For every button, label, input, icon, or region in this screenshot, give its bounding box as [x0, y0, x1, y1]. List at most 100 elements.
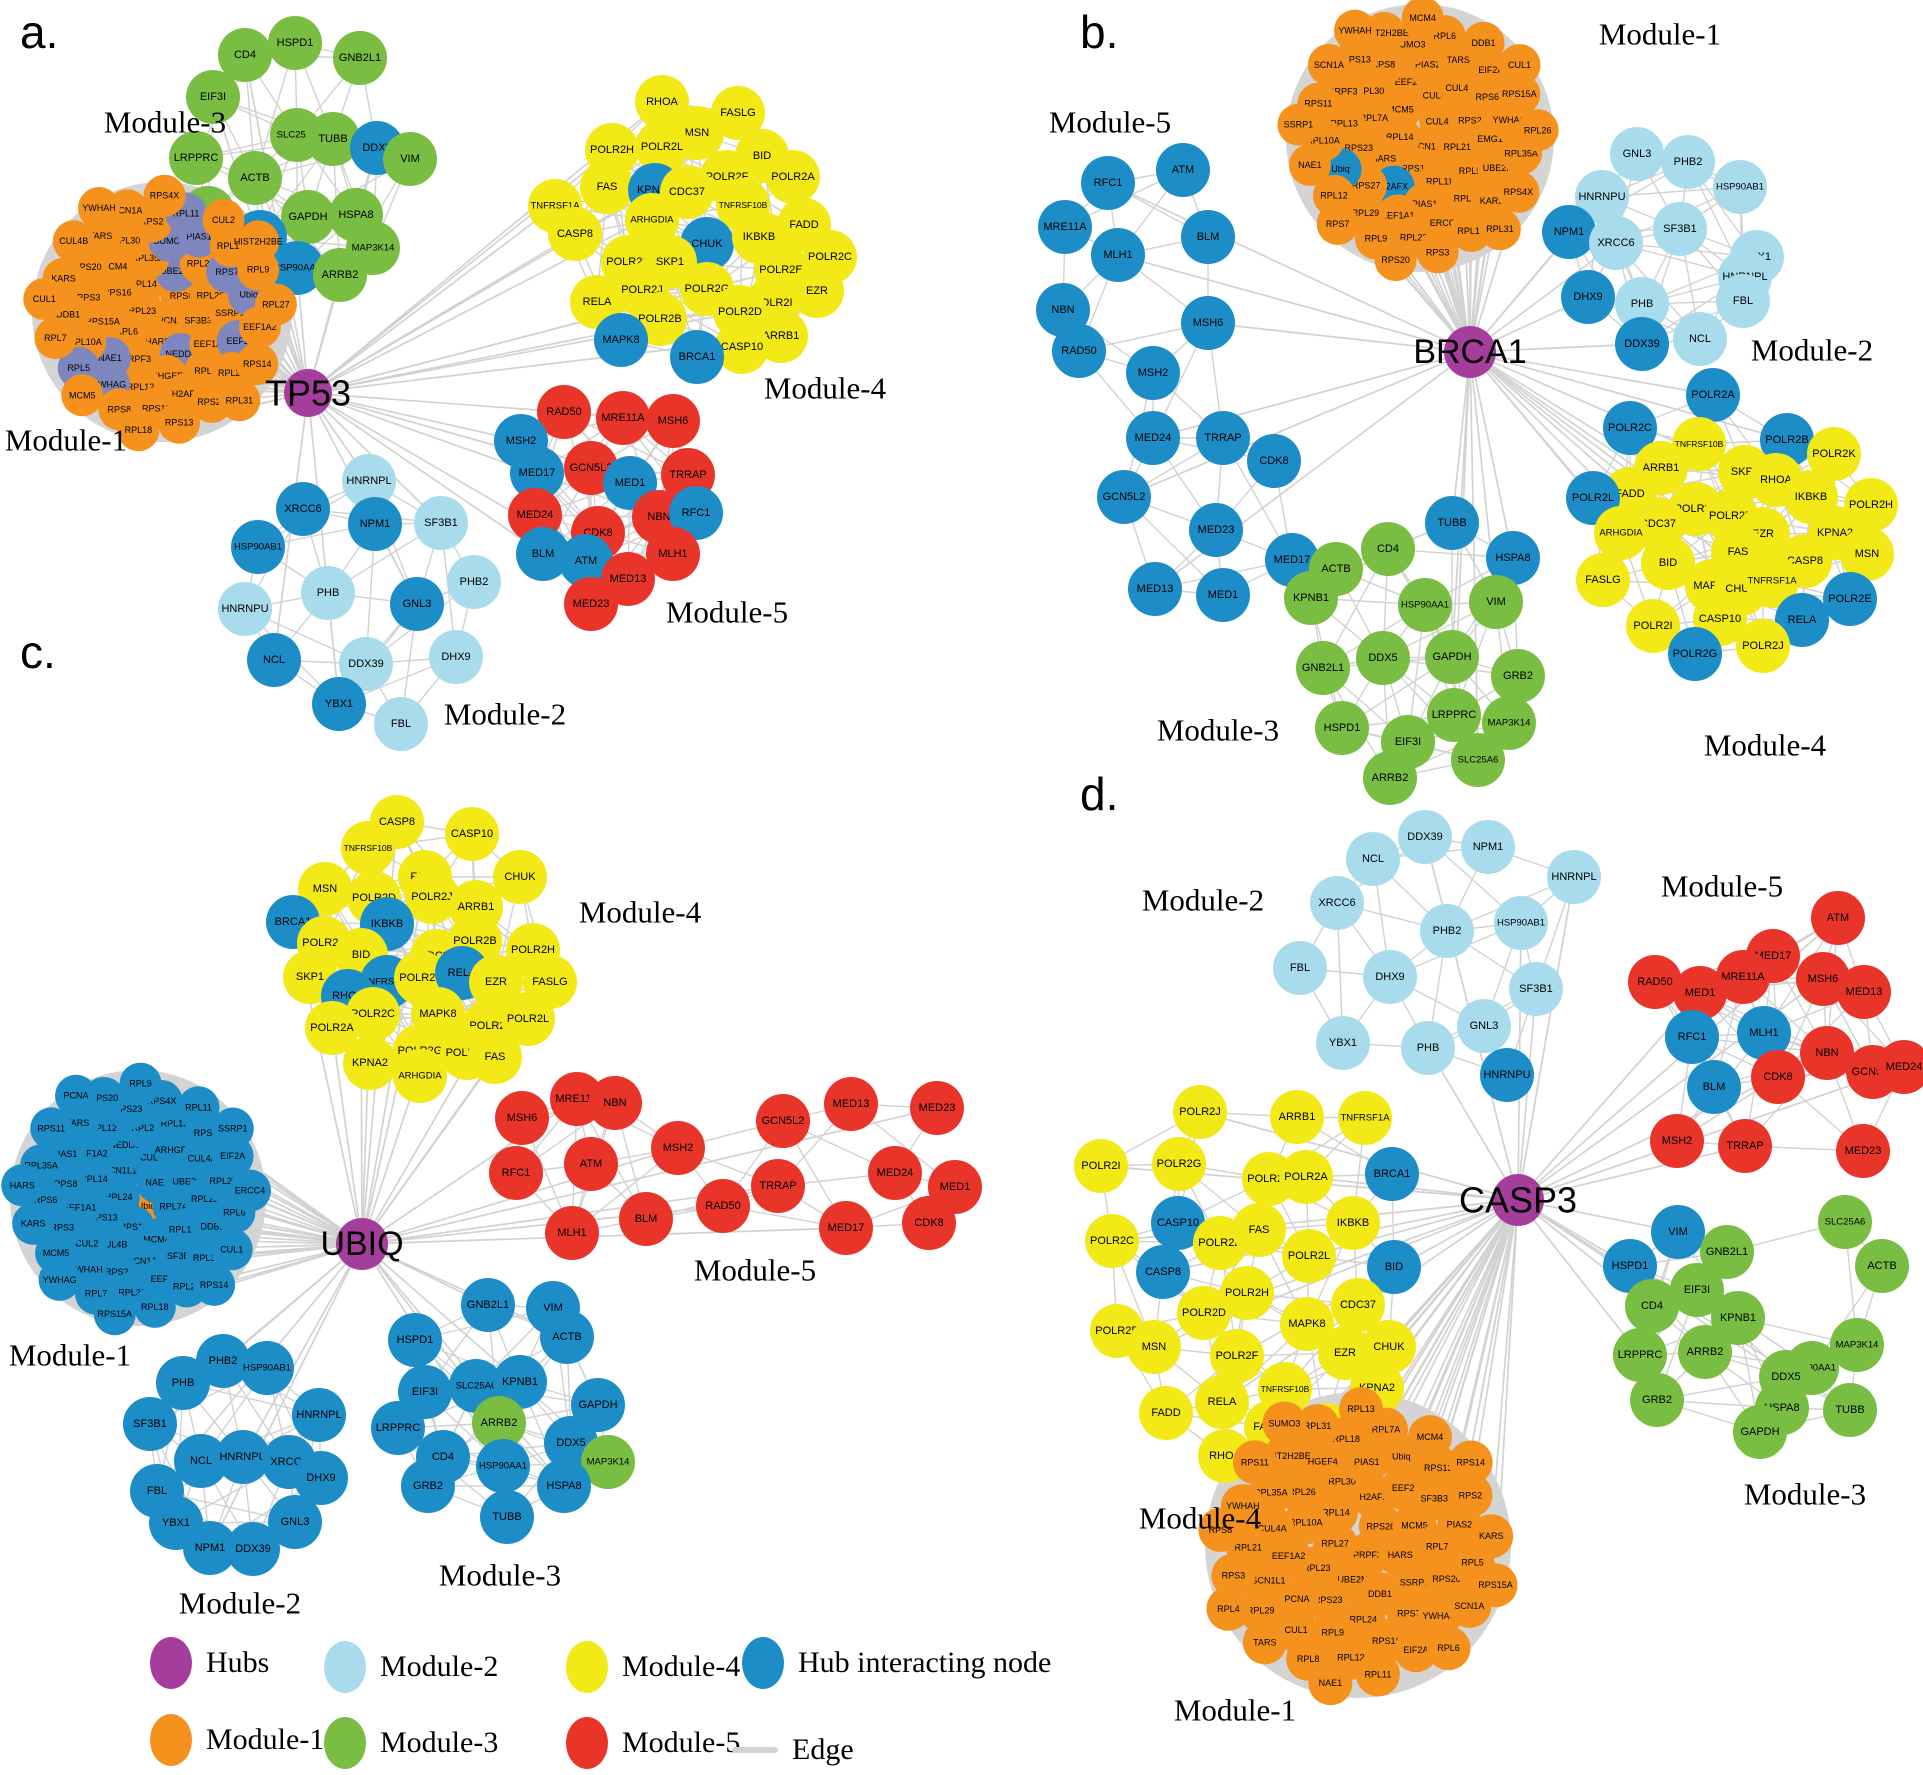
- network-node: [1733, 1405, 1787, 1459]
- node-label: NBN: [647, 511, 670, 523]
- node-label: SCN1A: [112, 205, 142, 215]
- network-node: [1718, 1119, 1772, 1173]
- node-label: RPL4: [1217, 1604, 1240, 1614]
- node-label: TARS: [1253, 1637, 1276, 1647]
- node-label: RPS27: [1352, 181, 1381, 191]
- node-label: RPL29: [173, 1282, 201, 1292]
- node-label: MCM5: [43, 1248, 70, 1258]
- network-node: [1363, 751, 1417, 805]
- node-label: SF3B3: [167, 1251, 195, 1261]
- network-node: [1823, 572, 1877, 626]
- node-label: LRPPRC: [174, 152, 219, 164]
- network-node: [342, 454, 396, 508]
- node-label: GCN5L2: [762, 1115, 805, 1127]
- node-label: POLR2H: [511, 944, 555, 956]
- node-label: EIF3I: [1684, 1284, 1710, 1296]
- node-label: CUL1: [33, 294, 56, 304]
- node-label: RPL10A: [1289, 1517, 1323, 1527]
- node-label: RPS6: [1476, 92, 1500, 102]
- module-label: Module-3: [104, 105, 226, 140]
- node-label: ACTB: [552, 1331, 581, 1343]
- node-label: GCN1L1: [102, 1166, 137, 1176]
- network-node: [237, 220, 280, 263]
- node-label: ACTB: [240, 172, 269, 184]
- node-label: RPL13: [1347, 1404, 1375, 1414]
- node-label: POLR2C: [1090, 1235, 1134, 1247]
- legend-item-label: Module-1: [206, 1723, 325, 1756]
- network-node: [1232, 1440, 1277, 1485]
- node-label: DHX9: [306, 1472, 335, 1484]
- node-label: FAS: [1728, 546, 1749, 558]
- node-label: RPS23: [197, 397, 226, 407]
- node-label: YWHAG: [1493, 115, 1527, 125]
- legend-swatch: [742, 1637, 784, 1689]
- node-label: YWHAH: [1338, 26, 1372, 36]
- node-label: EEF1A2: [243, 322, 277, 332]
- node-label: POLR2B: [638, 313, 681, 325]
- node-label: TRRAP: [759, 1180, 796, 1192]
- node-label: BRCA1: [679, 351, 716, 363]
- node-label: CUL1: [220, 1244, 243, 1254]
- node-label: RPL29: [187, 258, 215, 268]
- node-label: EIF3I: [1395, 736, 1421, 748]
- node-label: PCNA: [158, 315, 183, 325]
- network-node: [1818, 1195, 1872, 1249]
- node-label: HIST2H2BE: [234, 236, 283, 246]
- network-node: [1036, 283, 1090, 337]
- node-label: ARHGEF4: [155, 1145, 198, 1155]
- node-label: DHX9: [441, 651, 470, 663]
- network-node: [1196, 568, 1250, 622]
- node-label: HSPA8: [338, 209, 373, 221]
- network-node: [240, 1341, 294, 1395]
- node-label: YWHAH: [1226, 1501, 1260, 1511]
- node-label: RPS16: [119, 1222, 148, 1232]
- network-node: [339, 637, 393, 691]
- network-node: [559, 534, 613, 588]
- network-node: [1482, 696, 1536, 750]
- network-node: [23, 278, 66, 321]
- network-node: [1211, 1553, 1256, 1598]
- node-label: GNL3: [1470, 1020, 1499, 1032]
- edge: [1107, 182, 1471, 353]
- node-label: MAPK8: [419, 1008, 456, 1020]
- network-node: [1736, 619, 1790, 673]
- edge: [1469, 351, 1742, 590]
- network-node: [1751, 1050, 1805, 1104]
- node-label: POLR2L: [507, 1013, 549, 1025]
- node-label: RPL21: [1234, 1543, 1262, 1553]
- legend-item-hubs: Hubs: [150, 1637, 269, 1689]
- panel-letter: b.: [1080, 6, 1118, 58]
- network-node: [276, 482, 330, 536]
- node-label: Ubiq: [239, 289, 258, 299]
- node-label: UBE2M: [1337, 1574, 1368, 1584]
- node-label: HIST2H2BE: [1262, 1451, 1311, 1461]
- node-label: POLR2J: [1742, 640, 1784, 652]
- node-label: DHX9: [1573, 291, 1602, 303]
- network-node: [268, 1495, 322, 1549]
- node-label: YWHAG: [1423, 1611, 1457, 1621]
- edge: [1517, 1199, 1679, 1233]
- network-node: [1127, 1320, 1181, 1374]
- network-node: [1316, 1016, 1370, 1070]
- node-label: NCL: [1689, 333, 1711, 345]
- node-label: RPL12: [1337, 1653, 1365, 1663]
- network-node: [1615, 277, 1669, 331]
- node-label: DDX39: [235, 1543, 270, 1555]
- module-label: Module-5: [1049, 105, 1171, 140]
- network-node: [1262, 1401, 1307, 1446]
- node-label: HARS: [1388, 1550, 1413, 1560]
- node-label: MED23: [573, 598, 610, 610]
- node-label: BID: [753, 150, 771, 162]
- node-label: RPS11: [1304, 99, 1332, 109]
- node-label: RPL10A: [169, 1224, 203, 1234]
- node-label: NCL: [263, 654, 285, 666]
- node-label: RPL14: [1386, 132, 1414, 142]
- node-label: POLR2E: [302, 937, 345, 949]
- node-label: RPS13: [89, 1212, 118, 1222]
- node-label: MCM5: [1401, 1520, 1428, 1530]
- node-label: RPL26: [197, 290, 225, 300]
- network-node: [1651, 1205, 1705, 1259]
- network-node: [281, 190, 335, 244]
- network-node: [1220, 1266, 1274, 1320]
- node-label: TUBB: [492, 1511, 521, 1523]
